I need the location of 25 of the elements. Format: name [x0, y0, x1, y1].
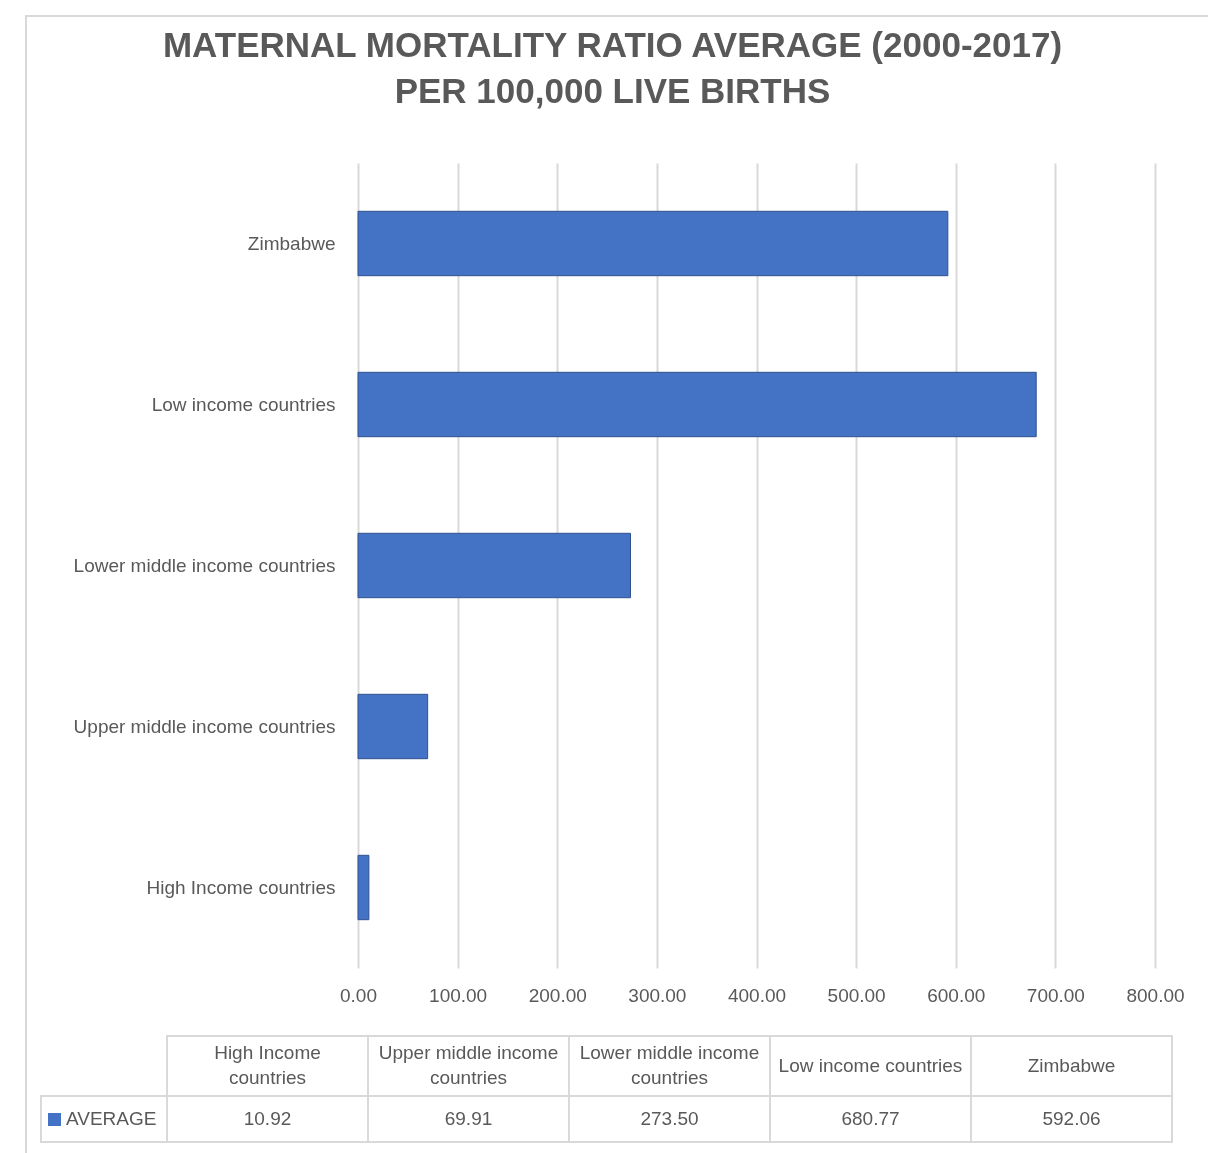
category-label: Zimbabwe — [1027, 1054, 1116, 1076]
text: 680.77 — [841, 1107, 900, 1129]
x-tick-label: 300.00 — [628, 984, 687, 1006]
y-tick-label: Lower middle income countries — [73, 554, 336, 576]
x-tick-label: 0.00 — [340, 984, 377, 1006]
x-tick-label: 500.00 — [827, 984, 886, 1006]
y-tick-label: Zimbabwe — [247, 232, 336, 254]
x-tick-label: 700.00 — [1026, 984, 1085, 1006]
x-tick-label: 100.00 — [429, 984, 488, 1006]
y-tick-label: Low income countries — [151, 393, 336, 415]
text: 273.50 — [640, 1107, 699, 1129]
y-tick-label: Upper middle income countries — [73, 715, 336, 737]
category-label: Lower middle income countries — [579, 1042, 760, 1088]
category-label: Low income countries — [778, 1054, 963, 1076]
text: 69.91 — [444, 1107, 493, 1129]
category-label: Upper middle income countries — [378, 1042, 559, 1088]
chart-title: MATERNAL MORTALITY RATIO AVERAGE (2000-2017) PER 100,000 LIVE BIRTHS — [162, 25, 1063, 110]
x-tick-label: 800.00 — [1126, 984, 1185, 1006]
text: 10.92 — [243, 1107, 292, 1129]
y-tick-label: High Income countries — [146, 876, 336, 898]
x-tick-label: 400.00 — [727, 984, 787, 1006]
x-tick-label: 200.00 — [528, 984, 587, 1006]
legend-label: AVERAGE — [41, 1096, 167, 1142]
x-tick-label: 600.00 — [927, 984, 986, 1006]
text: 592.06 — [1042, 1107, 1101, 1129]
